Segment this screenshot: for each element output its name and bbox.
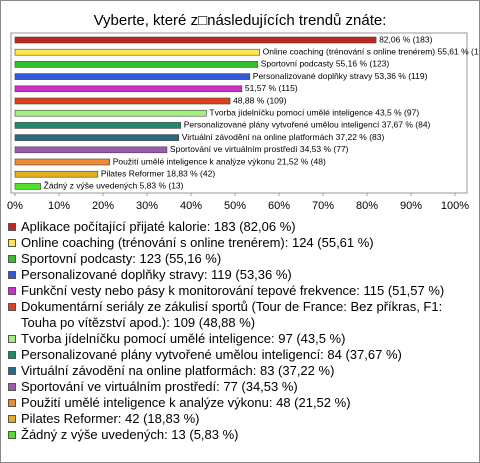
value-label: Použití umělé inteligence k analýze výko… [113,156,326,166]
x-tick-label: 90% [400,200,422,212]
value-label: Sportování ve virtuálním prostředí 34,53… [170,144,349,154]
legend-item: Sportovní podcasty: 123 (55,16 %) [7,251,473,267]
legend-swatch [8,287,16,295]
bar [14,36,377,44]
value-label: Personalizované plány vytvořené umělou i… [184,120,431,130]
x-tick-label: 0% [7,200,23,212]
x-tick-label: 50% [224,200,246,212]
legend-item: Online coaching (trénování s online tren… [7,235,473,251]
value-label: Personalizované doplňky stravy 53,36 % (… [253,71,428,81]
bar [14,61,259,68]
value-label: Pilates Reformer 18,83 % (42) [101,168,215,178]
legend-label: Funkční vesty nebo pásy k monitorování t… [21,283,445,298]
legend-label: Tvorba jídelníčku pomocí umělé inteligen… [21,331,346,346]
legend-item: Personalizované doplňky stravy: 119 (53,… [7,267,473,283]
legend-label: Sportovní podcasty: 123 (55,16 %) [21,251,222,266]
legend-label: Aplikace počítající přijaté kalorie: 183… [21,219,296,234]
legend-swatch [8,335,16,343]
legend-label: Sportování ve virtuálním prostředí: 77 (… [21,379,298,394]
bar [14,48,260,56]
legend-label: Personalizované plány vytvořené umělou i… [21,347,402,362]
legend-label: Žádný z výše uvedených: 13 (5,83 %) [21,427,239,442]
x-tick-label: 70% [312,200,334,212]
x-tick-label: 40% [180,200,202,212]
value-label: 82,06 % (183) [379,34,433,44]
bar [14,146,168,154]
value-label: Sportovní podcasty 55,16 % (123) [261,59,390,69]
legend: Aplikace počítající přijaté kalorie: 183… [7,219,473,443]
legend-swatch [8,415,16,423]
plot-frame [10,32,468,194]
legend-swatch [8,351,16,359]
x-tick-label: 60% [268,200,290,212]
legend-label: Personalizované doplňky stravy: 119 (53,… [21,267,292,282]
bar [14,158,110,166]
legend-item: Funkční vesty nebo pásy k monitorování t… [7,283,473,299]
legend-item: Dokumentární seriály ze zákulisí sportů … [7,299,473,331]
legend-label: Dokumentární seriály ze zákulisí sportů … [21,299,443,330]
legend-label: Online coaching (trénování s online tren… [21,235,374,250]
chart-title: Vyberte, které z□následujících trendů zn… [94,12,387,29]
legend-item: Virtuální závodění na online platformách… [7,363,473,379]
legend-swatch [8,367,16,375]
legend-label: Pilates Reformer: 42 (18,83 %) [21,411,200,426]
bar [14,134,180,141]
legend-swatch [8,383,16,391]
x-tick-label: 100% [441,200,469,212]
legend-swatch [8,303,16,311]
legend-item: Aplikace počítající přijaté kalorie: 183… [7,219,473,235]
legend-item: Sportování ve virtuálním prostředí: 77 (… [7,379,473,395]
x-tick-label: 10% [48,200,70,212]
bar [14,85,243,93]
legend-swatch [8,255,16,263]
legend-swatch [8,223,16,231]
legend-swatch [8,271,16,279]
legend-item: Žádný z výše uvedených: 13 (5,83 %) [7,427,473,443]
value-label: Žádný z výše uvedených 5,83 % (13) [44,181,184,191]
value-label: Virtuální závodění na online platformách… [182,132,385,142]
legend-item: Personalizované plány vytvořené umělou i… [7,347,473,363]
x-tick-label: 80% [356,200,378,212]
bar [14,97,231,105]
value-label: Tvorba jídelníčku pomocí umělé inteligen… [209,107,419,117]
legend-swatch [8,399,16,407]
bar [14,73,251,80]
value-label: 48,88 % (109) [233,95,287,105]
x-tick-label: 20% [92,200,114,212]
legend-label: Použití umělé inteligence k analýze výko… [21,395,351,410]
value-label: Online coaching (trénování s online tren… [263,46,479,56]
legend-swatch [8,431,16,439]
x-tick-label: 30% [136,200,158,212]
legend-item: Pilates Reformer: 42 (18,83 %) [7,411,473,427]
bar [14,183,41,190]
legend-label: Virtuální závodění na online platformách… [21,363,335,378]
legend-swatch [8,239,16,247]
bar [14,170,99,178]
bar [14,122,182,129]
bar [14,109,207,117]
value-label: 51,57 % (115) [245,83,298,93]
chart: Vyberte, které z□následujících trendů zn… [7,12,479,212]
legend-item: Použití umělé inteligence k analýze výko… [7,395,473,411]
legend-item: Tvorba jídelníčku pomocí umělé inteligen… [7,331,473,347]
